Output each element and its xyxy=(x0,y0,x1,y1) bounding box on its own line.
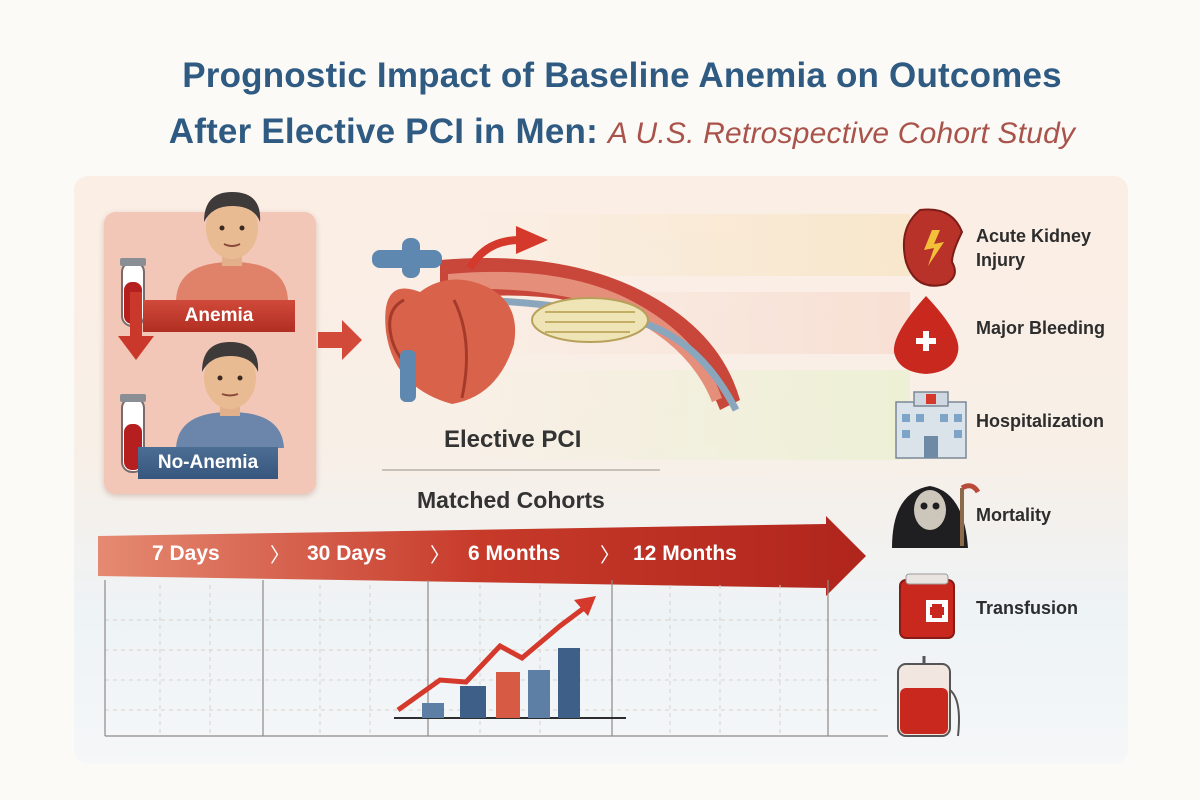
outcome-label: Injury xyxy=(976,250,1026,270)
cohort-label: Matched Cohorts xyxy=(417,487,605,513)
blood-drop-icon xyxy=(893,296,959,374)
trend-bar-5 xyxy=(558,648,580,718)
page-title-line2: After Elective PCI in Men: A U.S. Retros… xyxy=(22,112,1200,152)
iv-bag-icon xyxy=(897,656,960,737)
hospital-icon xyxy=(895,391,967,459)
anemia-label: Anemia xyxy=(143,300,295,332)
outcome-label: Major Bleeding xyxy=(976,318,1106,338)
heart-icon xyxy=(372,238,516,404)
page-title-line1: Prognostic Impact of Baseline Anemia on … xyxy=(182,56,1062,95)
outcome-label: Hospitalization xyxy=(976,411,1105,431)
outcome-hospitalization: Hospitalization xyxy=(976,409,1104,433)
kidney-icon xyxy=(902,208,964,287)
svg-text:〉: 〉 xyxy=(600,545,620,567)
outcome-transfusion: Transfusion xyxy=(976,596,1078,620)
trend-bar-3 xyxy=(496,672,520,718)
outcome-major-bleeding: Major Bleeding xyxy=(976,316,1105,340)
timeline-step-12-months: 12 Months xyxy=(633,542,737,565)
svg-text:〉: 〉 xyxy=(270,545,290,567)
outcome-mortality: Mortality xyxy=(976,503,1051,527)
down-arrow-icon xyxy=(118,292,154,360)
outcome-band-3 xyxy=(470,370,910,460)
outcome-label: Acute Kidney xyxy=(976,226,1092,246)
title-main: After Elective PCI in Men: xyxy=(168,112,598,151)
stent-icon xyxy=(531,297,649,343)
trend-bar-2 xyxy=(460,686,486,718)
timeline-step-6-months: 6 Months xyxy=(468,542,561,565)
up-arrow-icon xyxy=(466,226,548,271)
no-anemia-label: No-Anemia xyxy=(138,447,278,479)
trend-arrow-head xyxy=(574,596,596,616)
right-arrow-icon xyxy=(318,320,362,360)
timeline-step-30-days: 30 Days xyxy=(307,542,387,565)
man-avatar-anemia xyxy=(176,192,288,300)
procedure-label: Elective PCI xyxy=(444,426,582,453)
outcome-acute-kidney-injury: Acute Kidney Injury xyxy=(976,224,1091,272)
trend-bar-4 xyxy=(528,670,550,718)
title-subtitle: A U.S. Retrospective Cohort Study xyxy=(607,117,1076,150)
grim-reaper-icon xyxy=(892,483,981,548)
timeline-step-7-days: 7 Days xyxy=(152,542,220,565)
trend-bar-1 xyxy=(422,703,444,718)
outcome-label: Mortality xyxy=(976,505,1052,525)
outcome-label: Transfusion xyxy=(976,598,1079,618)
trend-line xyxy=(396,606,586,713)
man-avatar-no-anemia xyxy=(176,342,284,448)
svg-text:〉: 〉 xyxy=(430,545,450,567)
blood-bag-icon xyxy=(899,573,955,639)
